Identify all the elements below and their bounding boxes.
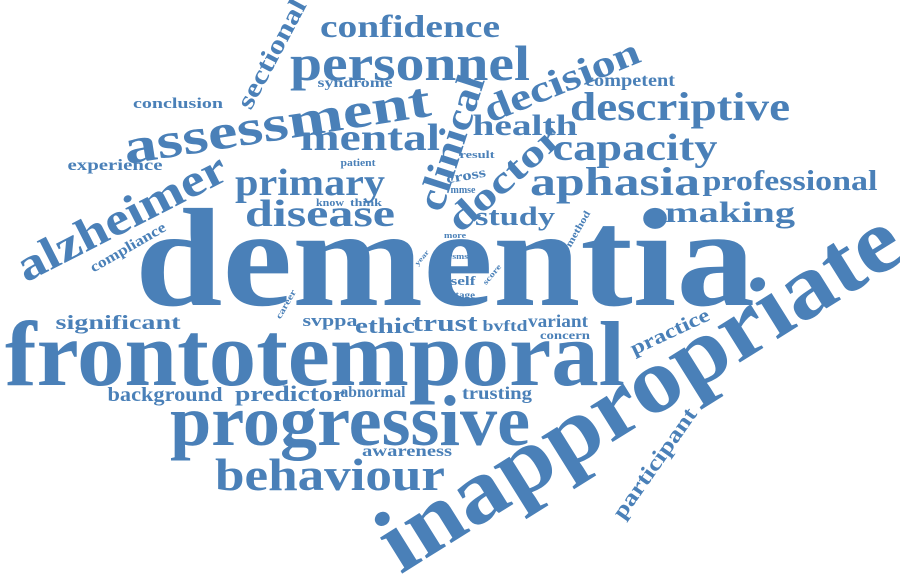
word: svppa bbox=[303, 311, 359, 330]
word: more bbox=[444, 231, 467, 240]
word: rsms bbox=[448, 252, 468, 261]
word: bvftd bbox=[483, 318, 528, 335]
word: significant bbox=[56, 312, 181, 334]
word: health bbox=[473, 109, 578, 142]
word: syndrome bbox=[318, 76, 393, 91]
word: abnormal bbox=[341, 384, 407, 401]
word: behaviour bbox=[215, 449, 445, 500]
word: concern bbox=[540, 328, 590, 342]
word: result bbox=[460, 149, 495, 161]
word: stage bbox=[451, 290, 475, 300]
word: mmse bbox=[451, 185, 477, 196]
word: awareness bbox=[362, 443, 452, 460]
word: descriptive bbox=[570, 84, 790, 129]
word: personnel bbox=[290, 35, 530, 91]
word: cross bbox=[445, 166, 488, 188]
word: professional bbox=[703, 166, 878, 197]
word: ethic bbox=[355, 313, 415, 338]
word: competent bbox=[585, 70, 675, 90]
word: patient bbox=[341, 158, 377, 169]
word: capacity bbox=[553, 127, 718, 169]
word: study bbox=[475, 202, 555, 231]
word: making bbox=[665, 196, 795, 229]
word: predictor bbox=[235, 381, 345, 406]
word: aphasia bbox=[530, 159, 700, 204]
word: mental bbox=[300, 117, 440, 159]
word: trust bbox=[413, 311, 478, 337]
word: conclusion bbox=[133, 96, 224, 112]
word: background bbox=[108, 384, 223, 406]
word: think bbox=[350, 197, 383, 209]
word: know bbox=[316, 197, 344, 209]
word: frontotemporal bbox=[5, 303, 625, 405]
word: primary bbox=[235, 162, 385, 204]
word: confidence bbox=[320, 8, 500, 44]
word: variant bbox=[528, 311, 588, 331]
word: experience bbox=[68, 157, 163, 174]
word: dementia bbox=[135, 181, 755, 336]
word: trusting bbox=[462, 383, 532, 403]
word: disease bbox=[245, 193, 395, 235]
word: progressive bbox=[170, 381, 530, 461]
word: self bbox=[451, 273, 477, 288]
